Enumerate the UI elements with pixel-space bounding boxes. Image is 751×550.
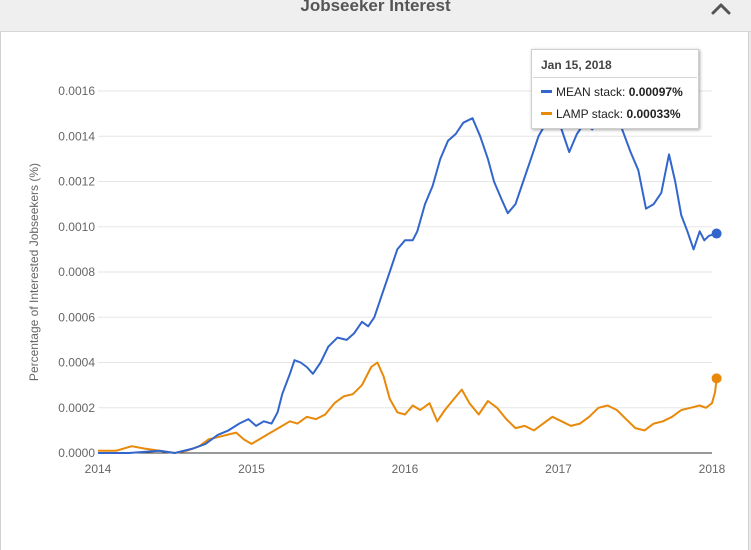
endpoint-lamp-stack [711, 373, 722, 384]
tooltip-label-mean: MEAN stack: [556, 85, 626, 99]
y-tick-label: 0.0006 [58, 310, 95, 324]
mean-swatch [541, 90, 552, 94]
tooltip-row-lamp: LAMP stack: 0.00033% [541, 107, 681, 121]
series-line-mean-stack [98, 110, 717, 454]
y-tick-label: 0.0010 [58, 220, 95, 234]
tooltip-label-lamp: LAMP stack: [556, 107, 624, 121]
tooltip-date: Jan 15, 2018 [541, 58, 612, 72]
tooltip-row-mean: MEAN stack: 0.00097% [541, 85, 683, 99]
grid-lines [98, 90, 712, 454]
series-endpoints [711, 228, 722, 384]
y-tick-label: 0.0002 [58, 401, 95, 415]
y-axis-label: Percentage of Interested Jobseekers (%) [27, 163, 41, 381]
series-lines [98, 110, 718, 454]
x-tick-label: 2014 [85, 462, 112, 476]
y-tick-label: 0.0016 [58, 84, 95, 98]
tooltip-value-mean: 0.00097% [628, 85, 683, 99]
y-tick-label: 0.0014 [58, 129, 95, 143]
y-tick-label: 0.0000 [58, 446, 95, 460]
panel-title: Jobseeker Interest [300, 0, 451, 15]
tooltip-divider [533, 77, 697, 78]
y-tick-label: 0.0012 [58, 175, 95, 189]
series-line-lamp-stack [98, 361, 718, 454]
x-tick-label: 2016 [392, 462, 419, 476]
y-tick-label: 0.0008 [58, 265, 95, 279]
hover-tooltip: Jan 15, 2018 MEAN stack: 0.00097% LAMP s… [531, 49, 699, 129]
endpoint-mean-stack [711, 228, 722, 239]
y-tick-label: 0.0004 [58, 356, 95, 370]
x-tick-label: 2018 [699, 462, 726, 476]
x-axis-ticks: 2014 2015 2016 2017 2018 [85, 462, 726, 476]
x-tick-label: 2015 [238, 462, 265, 476]
collapse-chevron-icon[interactable] [709, 0, 733, 22]
lamp-swatch [541, 112, 552, 116]
x-tick-label: 2017 [545, 462, 572, 476]
panel-header[interactable]: Jobseeker Interest [0, 0, 751, 32]
tooltip-value-lamp: 0.00033% [626, 107, 681, 121]
y-axis-ticks: 0.0000 0.0002 0.0004 0.0006 0.0008 0.0010 0.00… [58, 84, 95, 460]
